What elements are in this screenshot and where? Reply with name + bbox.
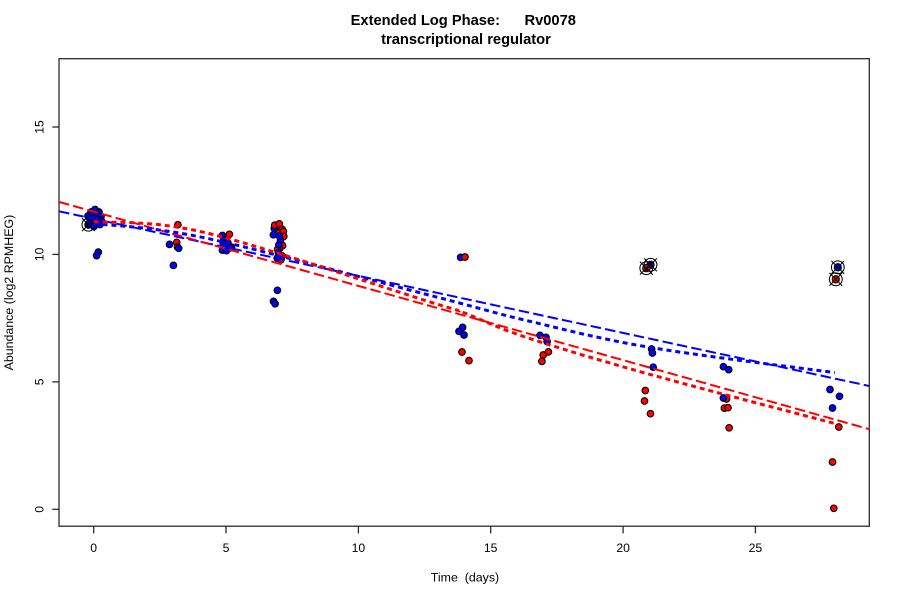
svg-text:transcriptional regulator: transcriptional regulator: [381, 32, 551, 48]
svg-text:0: 0: [90, 541, 97, 555]
svg-text:5: 5: [32, 378, 46, 385]
svg-text:20: 20: [616, 541, 630, 555]
svg-text:25: 25: [749, 541, 763, 555]
svg-text:Abundance (log2 RPMHEG): Abundance (log2 RPMHEG): [2, 215, 16, 371]
svg-text:10: 10: [32, 247, 46, 261]
svg-text:10: 10: [352, 541, 366, 555]
svg-text:0: 0: [32, 506, 46, 513]
svg-text:15: 15: [32, 120, 46, 134]
svg-text:5: 5: [223, 541, 230, 555]
svg-text:Extended Log Phase: Rv007: Extended Log Phase: Rv0078: [351, 13, 576, 29]
svg-text:15: 15: [484, 541, 498, 555]
svg-text:Time (days): Time (days): [431, 571, 499, 585]
